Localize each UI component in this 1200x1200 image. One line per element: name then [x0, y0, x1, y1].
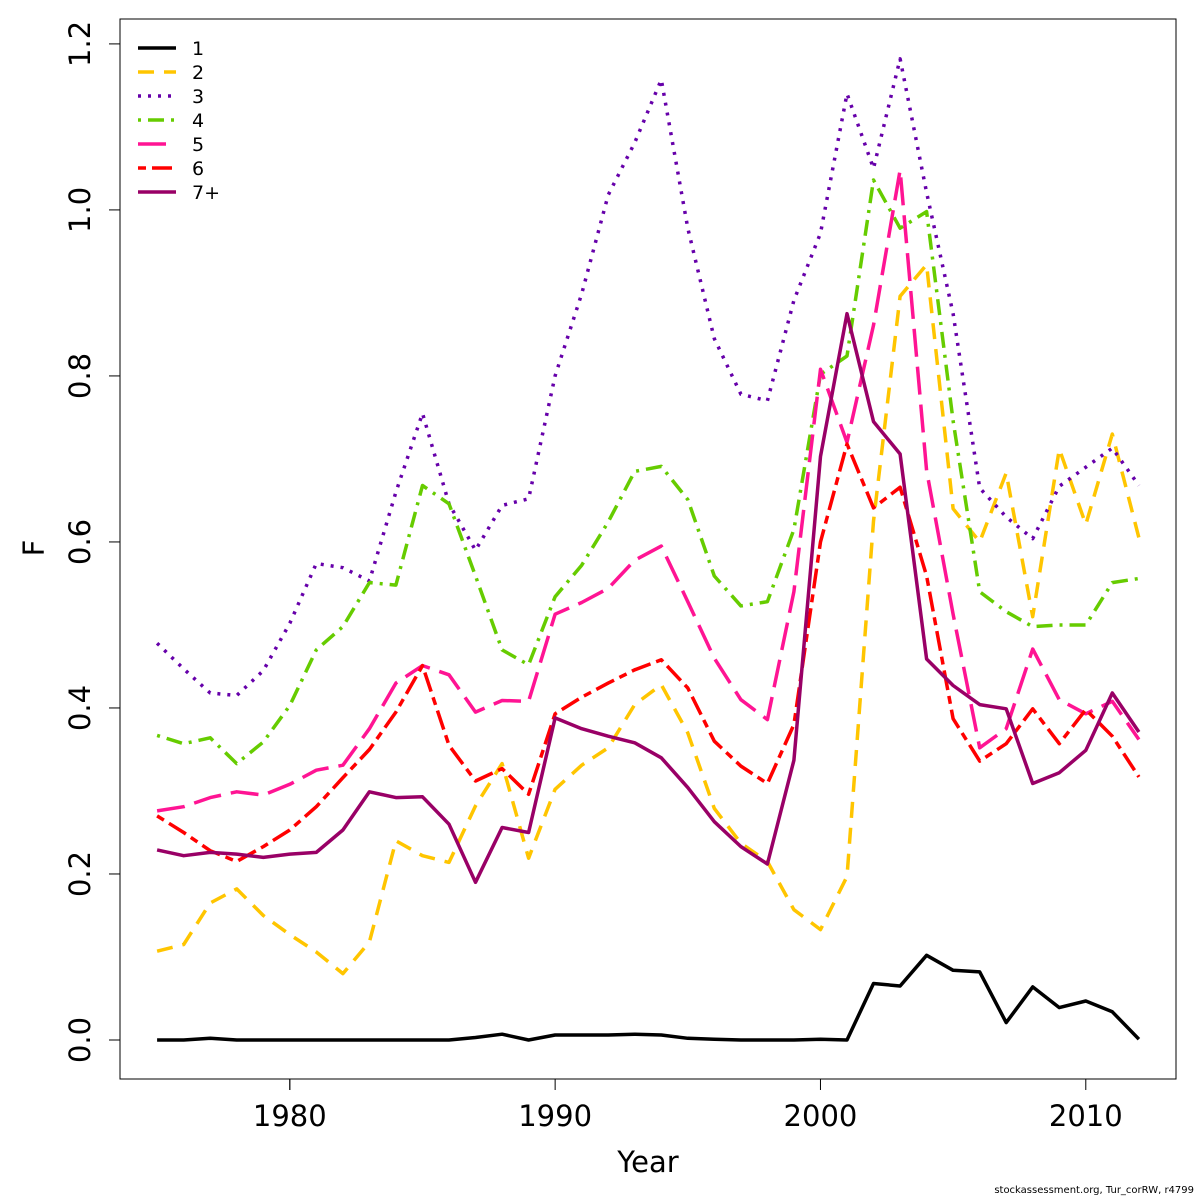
legend-label-4: 4 — [192, 110, 204, 132]
legend-label-5: 5 — [192, 134, 204, 156]
x-tick-label: 1990 — [518, 1099, 592, 1133]
series-line-3 — [155, 57, 1141, 698]
series-line-4 — [156, 178, 1140, 766]
series-line-6 — [156, 442, 1141, 864]
legend-label-7: 7+ — [192, 182, 220, 204]
footer-credit: stockassessment.org, Tur_corRW, r4799 — [994, 1185, 1194, 1196]
legend-label-6: 6 — [192, 158, 204, 180]
plot-area — [119, 18, 1177, 1080]
series-line-7 — [156, 311, 1141, 885]
y-tick-label: 0.2 — [63, 851, 97, 897]
series-line-1 — [157, 953, 1141, 1042]
series-lines — [155, 57, 1141, 1042]
x-axis-label: Year — [616, 1145, 678, 1179]
series-line-5 — [156, 168, 1141, 813]
y-tick-label: 1.0 — [63, 187, 97, 233]
y-tick-label: 0.4 — [63, 685, 97, 731]
x-tick-label: 1980 — [253, 1099, 327, 1133]
y-tick-label: 1.2 — [63, 21, 97, 67]
x-tick-label: 2010 — [1049, 1099, 1123, 1133]
y-tick-label: 0.0 — [63, 1017, 97, 1063]
axes: 1980 1990 2000 2010 0.0 0.2 0.4 0.6 0.8 1.0 1.2 — [63, 21, 1123, 1133]
legend-label-2: 2 — [192, 62, 204, 84]
x-tick-label: 2000 — [784, 1099, 858, 1133]
plot-frame — [119, 18, 1177, 1080]
legend-label-3: 3 — [192, 86, 204, 108]
y-tick-label: 0.8 — [63, 353, 97, 399]
legend-label-1: 1 — [192, 38, 204, 60]
series-line-2 — [156, 262, 1141, 976]
y-axis-label: F — [17, 540, 51, 557]
y-tick-label: 0.6 — [63, 519, 97, 565]
